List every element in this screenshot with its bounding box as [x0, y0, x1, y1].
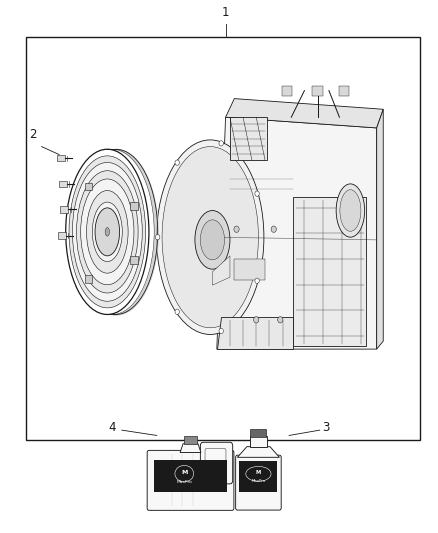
FancyBboxPatch shape — [236, 455, 281, 510]
Text: 1: 1 — [222, 6, 230, 19]
Text: M: M — [181, 470, 187, 475]
Ellipse shape — [255, 191, 259, 196]
Bar — [131, 256, 138, 264]
FancyBboxPatch shape — [205, 449, 226, 478]
Ellipse shape — [336, 184, 364, 237]
Ellipse shape — [72, 163, 142, 301]
Ellipse shape — [175, 309, 179, 314]
Polygon shape — [217, 117, 377, 349]
Ellipse shape — [254, 317, 259, 323]
Ellipse shape — [95, 208, 120, 256]
Ellipse shape — [278, 317, 283, 323]
FancyBboxPatch shape — [147, 450, 234, 511]
Text: MaxPro: MaxPro — [251, 479, 265, 483]
Bar — [250, 436, 267, 447]
Ellipse shape — [155, 235, 160, 240]
Bar — [85, 183, 92, 190]
Bar — [154, 460, 227, 492]
Ellipse shape — [77, 171, 138, 293]
Polygon shape — [226, 99, 383, 128]
Bar — [184, 435, 197, 443]
Bar — [312, 86, 323, 96]
Ellipse shape — [219, 141, 223, 146]
Text: 3: 3 — [322, 421, 329, 434]
Ellipse shape — [219, 328, 223, 334]
Polygon shape — [234, 259, 265, 280]
Bar — [57, 155, 65, 161]
Ellipse shape — [271, 226, 276, 232]
Ellipse shape — [175, 465, 194, 482]
Bar — [293, 197, 366, 346]
Bar — [26, 37, 420, 440]
FancyBboxPatch shape — [201, 442, 233, 484]
Ellipse shape — [255, 278, 259, 284]
Ellipse shape — [92, 202, 122, 262]
Text: 4: 4 — [109, 421, 116, 434]
Ellipse shape — [162, 147, 258, 328]
Text: 2: 2 — [29, 128, 37, 141]
Ellipse shape — [175, 160, 179, 165]
Ellipse shape — [156, 140, 264, 335]
Polygon shape — [217, 317, 293, 349]
Polygon shape — [212, 256, 230, 285]
Bar — [131, 202, 138, 209]
Ellipse shape — [195, 211, 230, 269]
Bar — [58, 232, 66, 239]
Ellipse shape — [86, 191, 128, 273]
Polygon shape — [377, 109, 383, 349]
Ellipse shape — [246, 466, 271, 481]
Polygon shape — [237, 447, 279, 457]
Ellipse shape — [340, 190, 361, 231]
Polygon shape — [180, 443, 201, 453]
Ellipse shape — [69, 156, 145, 308]
Bar — [85, 276, 92, 283]
Bar — [60, 206, 68, 213]
Bar — [240, 461, 277, 492]
Bar — [339, 86, 349, 96]
Ellipse shape — [81, 179, 134, 285]
Ellipse shape — [234, 226, 239, 232]
Bar — [59, 181, 67, 187]
Ellipse shape — [200, 220, 224, 260]
Bar — [282, 86, 292, 96]
Text: M: M — [256, 470, 261, 475]
Ellipse shape — [105, 228, 110, 236]
Text: MaxPro: MaxPro — [177, 480, 192, 484]
Bar — [251, 429, 266, 437]
Bar — [230, 117, 267, 160]
